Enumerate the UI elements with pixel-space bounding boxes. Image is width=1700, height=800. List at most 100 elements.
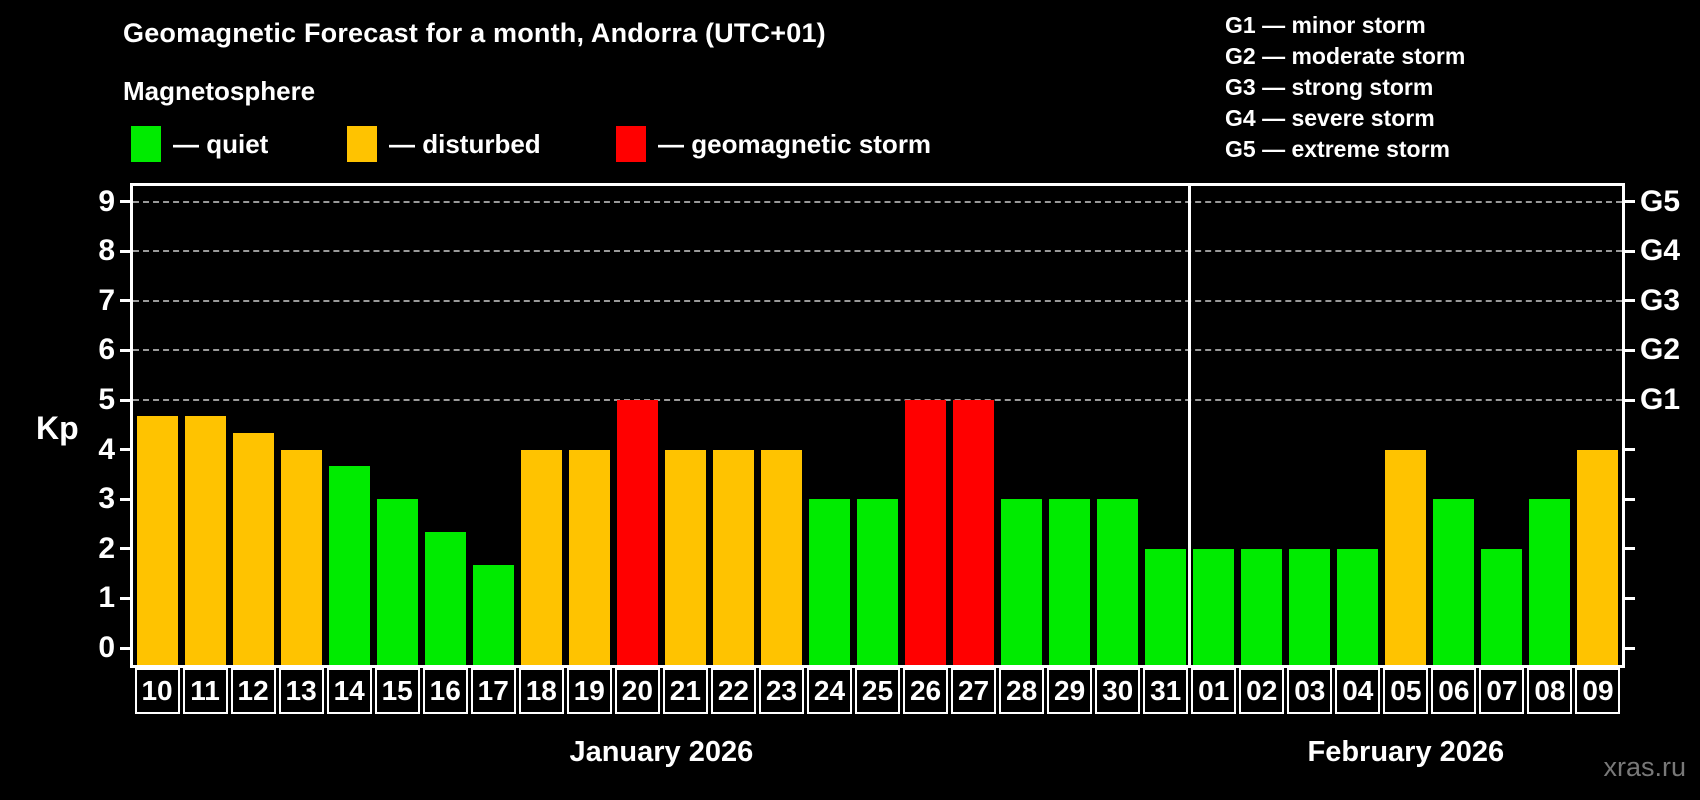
left-tick-3 (120, 497, 130, 501)
kp-bar-day-15 (376, 499, 418, 665)
day-label-17: 17 (470, 668, 516, 714)
legend-item-storm: — geomagnetic storm (616, 126, 931, 162)
kp-bar-day-07 (1481, 548, 1523, 665)
day-label-19: 19 (566, 668, 612, 714)
kp-bar-day-10 (136, 416, 178, 665)
y-tick-label-2: 2 (98, 531, 115, 565)
gridline-kp5 (133, 399, 1622, 401)
kp-bar-day-26 (905, 400, 947, 665)
gridline-kp7 (133, 299, 1622, 302)
g-level-label-G3: G3 (1640, 283, 1681, 317)
day-label-11: 11 (182, 668, 228, 714)
day-label-29: 29 (1047, 668, 1093, 714)
kp-bar-day-03 (1289, 548, 1331, 665)
kp-bar-day-05 (1385, 449, 1427, 665)
day-label-10: 10 (134, 668, 180, 714)
kp-bar-day-18 (520, 449, 562, 665)
left-tick-8 (120, 249, 130, 253)
kp-bar-day-04 (1337, 548, 1379, 665)
day-label-31: 31 (1143, 668, 1189, 714)
chart-title: Geomagnetic Forecast for a month, Andorr… (123, 18, 826, 48)
day-label-22: 22 (710, 668, 756, 714)
month-label-january: January 2026 (569, 736, 754, 768)
day-axis: 10 11 12 13 14 15 16 17 18 19 20 21 22 23 24 25 26 27 28 29… (130, 668, 1625, 716)
right-tick-2 (1625, 547, 1635, 551)
watermark: xras.ru (1603, 752, 1686, 782)
kp-bar-day-01 (1193, 548, 1235, 665)
left-tick-6 (120, 348, 130, 352)
kp-bar-day-17 (472, 565, 514, 665)
kp-bar-day-22 (712, 449, 754, 665)
left-tick-2 (120, 547, 130, 551)
plot-area (120, 183, 1635, 668)
kp-bar-day-14 (328, 465, 370, 665)
day-label-06: 06 (1431, 668, 1477, 714)
day-label-23: 23 (758, 668, 804, 714)
kp-bar-day-28 (1001, 499, 1043, 665)
kp-bar-day-20 (616, 400, 658, 665)
left-tick-7 (120, 299, 130, 303)
g-scale-item: G1 — minor storm (1225, 12, 1426, 38)
magnetosphere-label: Magnetosphere (123, 76, 316, 106)
month-label-february: February 2026 (1307, 736, 1505, 768)
day-label-25: 25 (854, 668, 900, 714)
kp-bar-day-30 (1097, 499, 1139, 665)
right-tick-0 (1625, 646, 1635, 650)
y-tick-label-4: 4 (98, 432, 115, 466)
legend-label-quiet: — quiet (173, 129, 269, 159)
legend-label-storm: — geomagnetic storm (658, 129, 932, 159)
day-label-18: 18 (518, 668, 564, 714)
gridline-kp9 (133, 200, 1622, 203)
day-label-05: 05 (1383, 668, 1429, 714)
y-tick-label-5: 5 (98, 383, 115, 416)
g-scale-legend: G1 — minor storm G2 — moderate storm G3 — … (1225, 10, 1465, 165)
g-scale-item: G3 — strong storm (1225, 74, 1434, 100)
kp-bar-day-16 (424, 532, 466, 665)
g-level-label-G2: G2 (1640, 333, 1681, 367)
kp-bar-day-31 (1145, 548, 1187, 665)
g-level-label-G5: G5 (1640, 184, 1681, 218)
kp-bar-day-08 (1529, 499, 1571, 665)
day-label-08: 08 (1527, 668, 1573, 714)
left-tick-4 (120, 448, 130, 452)
gridline-kp8 (133, 250, 1622, 253)
y-tick-label-1: 1 (98, 581, 115, 615)
right-tick-4 (1625, 448, 1635, 452)
kp-bar-day-23 (760, 449, 802, 665)
g-level-label-G1: G1 (1640, 383, 1681, 416)
right-tick-1 (1625, 596, 1635, 600)
day-label-27: 27 (951, 668, 997, 714)
day-label-21: 21 (662, 668, 708, 714)
y-tick-label-6: 6 (98, 333, 115, 367)
kp-bar-day-24 (808, 499, 850, 665)
left-tick-5 (120, 398, 130, 402)
right-tick-7 (1625, 299, 1635, 303)
day-label-04: 04 (1335, 668, 1381, 714)
month-divider (1188, 186, 1192, 665)
day-label-24: 24 (806, 668, 852, 714)
y-tick-label-8: 8 (98, 234, 115, 268)
left-tick-1 (120, 596, 130, 600)
kp-bar-day-25 (856, 499, 898, 665)
day-label-14: 14 (326, 668, 372, 714)
kp-bar-day-13 (280, 449, 322, 665)
kp-bar-day-09 (1577, 449, 1619, 665)
kp-bar-day-11 (184, 416, 226, 665)
right-tick-8 (1625, 249, 1635, 253)
kp-bar-day-02 (1241, 548, 1283, 665)
day-label-16: 16 (422, 668, 468, 714)
g-scale-item: G2 — moderate storm (1225, 43, 1466, 69)
y-tick-label-3: 3 (98, 482, 115, 516)
day-label-03: 03 (1287, 668, 1333, 714)
storm-swatch (616, 126, 646, 162)
quiet-swatch (131, 126, 161, 162)
day-label-20: 20 (614, 668, 660, 714)
g-scale-item: G5 — extreme storm (1225, 136, 1450, 162)
day-label-28: 28 (999, 668, 1045, 714)
kp-bar-day-29 (1049, 499, 1091, 665)
y-tick-label-7: 7 (98, 283, 115, 317)
left-tick-0 (120, 646, 130, 650)
kp-bar-day-27 (953, 400, 995, 665)
day-label-15: 15 (374, 668, 420, 714)
day-label-13: 13 (278, 668, 324, 714)
